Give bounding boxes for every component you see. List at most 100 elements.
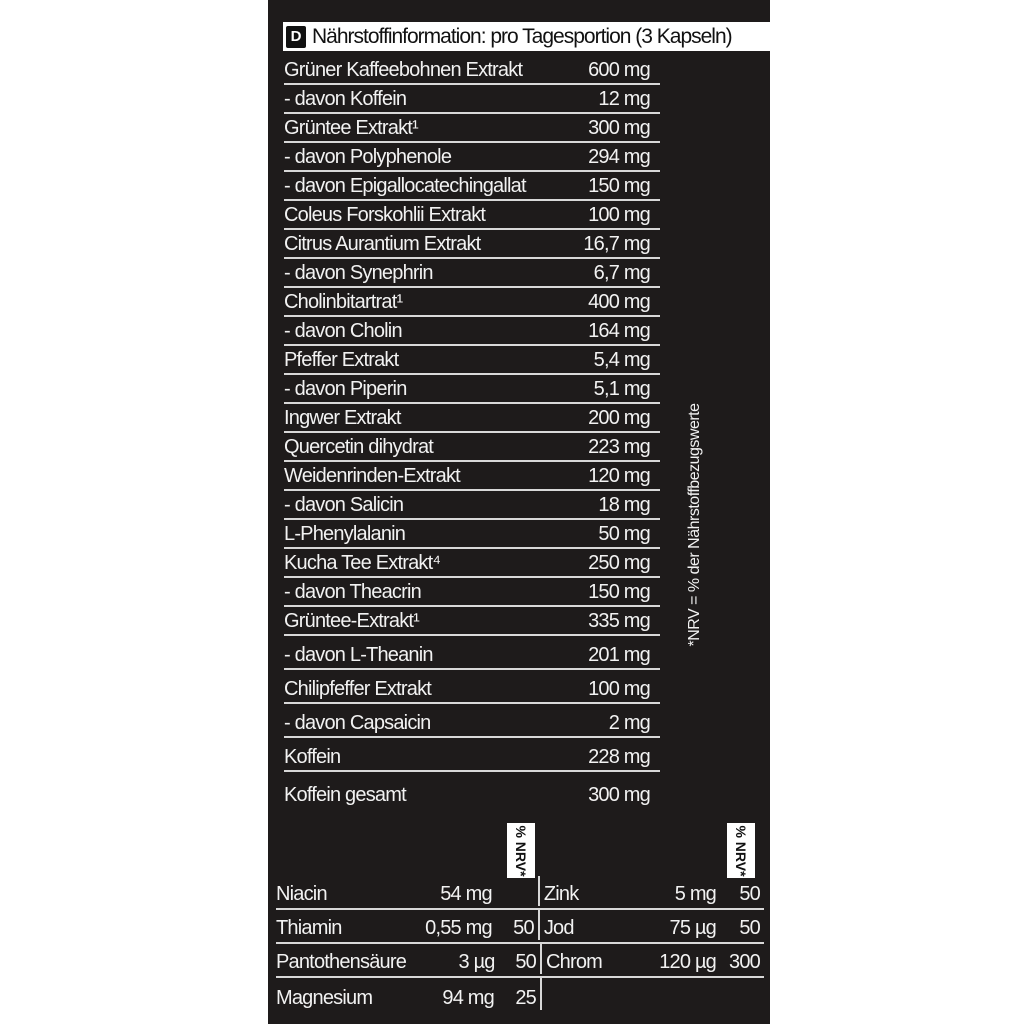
ingredient-amount: 600 mg — [588, 59, 651, 81]
ingredient-name: - davon Piperin — [284, 378, 407, 400]
ingredient-name: - davon Capsaicin — [284, 712, 431, 734]
ingredient-name: Grüner Kaffeebohnen Extrakt — [284, 59, 523, 81]
ingredient-amount: 16,7 mg — [583, 233, 650, 255]
ingredient-amount: 150 mg — [588, 581, 651, 603]
mineral-row: Niacin 54 mg Zink 5 mg 50 — [276, 876, 764, 910]
ingredient-row: Koffein 228 mg — [284, 738, 660, 772]
ingredient-amount: 18 mg — [598, 494, 650, 516]
ingredient-row: Ingwer Extrakt 200 mg — [284, 404, 660, 433]
mineral-amount: 120 µg — [659, 951, 717, 973]
ingredient-name: - davon Theacrin — [284, 581, 422, 603]
ingredient-name: Chilipfeffer Extrakt — [284, 678, 432, 700]
ingredient-amount: 12 mg — [598, 88, 650, 110]
ingredient-amount: 200 mg — [588, 407, 651, 429]
mineral-nrv: 300 — [729, 951, 761, 973]
ingredient-row: - davon L-Theanin 201 mg — [284, 636, 660, 670]
mineral-nrv: 50 — [513, 917, 534, 939]
language-badge: D — [286, 25, 306, 48]
mineral-nrv: 50 — [739, 917, 760, 939]
ingredient-amount: 223 mg — [588, 436, 651, 458]
ingredient-row: - davon Cholin 164 mg — [284, 317, 660, 346]
nrv-column-header-right: % NRV* — [727, 823, 755, 878]
ingredient-amount: 100 mg — [588, 204, 651, 226]
ingredient-amount: 6,7 mg — [593, 262, 651, 284]
ingredient-amount: 294 mg — [588, 146, 651, 168]
mineral-name: Pantothensäure — [276, 951, 407, 973]
ingredient-row: L-Phenylalanin 50 mg — [284, 520, 660, 549]
ingredient-name: Citrus Aurantium Extrakt — [284, 233, 481, 255]
mineral-amount: 54 mg — [440, 883, 492, 905]
ingredient-amount: 50 mg — [598, 523, 650, 545]
ingredient-name: L-Phenylalanin — [284, 523, 406, 545]
ingredient-name: - davon Polyphenole — [284, 146, 452, 168]
ingredient-name: Koffein gesamt — [284, 784, 407, 806]
ingredient-name: Grüntee Extrakt¹ — [284, 117, 419, 139]
mineral-nrv: 50 — [739, 883, 760, 905]
ingredient-name: - davon Salicin — [284, 494, 404, 516]
mineral-amount: 3 µg — [458, 951, 496, 973]
ingredient-amount: 2 mg — [608, 712, 651, 734]
ingredient-row: - davon Polyphenole 294 mg — [284, 143, 660, 172]
nrv-footnote: *NRV = % der Nährstoffbezugswerte — [686, 403, 703, 647]
mineral-name: Chrom — [546, 951, 603, 973]
ingredient-row: Grüntee-Extrakt¹ 335 mg — [284, 607, 660, 636]
ingredient-row: Quercetin dihydrat 223 mg — [284, 433, 660, 462]
ingredient-row: Pfeffer Extrakt 5,4 mg — [284, 346, 660, 375]
ingredient-row: - davon Piperin 5,1 mg — [284, 375, 660, 404]
ingredient-amount: 300 mg — [588, 117, 651, 139]
ingredient-name: - davon Synephrin — [284, 262, 434, 284]
ingredient-amount: 100 mg — [588, 678, 651, 700]
ingredient-name: Koffein — [284, 746, 341, 768]
ingredient-amount: 5,1 mg — [593, 378, 651, 400]
mineral-name: Niacin — [276, 883, 328, 905]
ingredient-amount: 400 mg — [588, 291, 651, 313]
ingredient-name: Ingwer Extrakt — [284, 407, 401, 429]
mineral-amount: 5 mg — [674, 883, 717, 905]
ingredient-amount: 164 mg — [588, 320, 651, 342]
ingredient-row: - davon Epigallocatechingallat 150 mg — [284, 172, 660, 201]
ingredient-name: - davon Cholin — [284, 320, 403, 342]
ingredient-row: - davon Salicin 18 mg — [284, 491, 660, 520]
ingredient-row: Weidenrinden-Extrakt 120 mg — [284, 462, 660, 491]
vitamin-mineral-table: Niacin 54 mg Zink 5 mg 50 Thiamin 0,55 mg 50 Jod… — [276, 876, 764, 1012]
ingredient-row: Koffein gesamt 300 mg — [284, 772, 660, 808]
ingredient-name: - davon Koffein — [284, 88, 407, 110]
mineral-row: Magnesium 94 mg 25 — [276, 978, 764, 1012]
ingredient-row: - davon Theacrin 150 mg — [284, 578, 660, 607]
ingredient-amount: 228 mg — [588, 746, 651, 768]
ingredient-table: Grüner Kaffeebohnen Extrakt 600 mg - davo… — [284, 56, 660, 808]
ingredient-name: - davon Epigallocatechingallat — [284, 175, 527, 197]
label-title: Nährstoffinformation: pro Tagesportion (… — [312, 24, 733, 48]
mineral-amount: 75 µg — [669, 917, 717, 939]
mineral-row: Thiamin 0,55 mg 50 Jod 75 µg 50 — [276, 910, 764, 944]
ingredient-amount: 250 mg — [588, 552, 651, 574]
ingredient-row: - davon Capsaicin 2 mg — [284, 704, 660, 738]
ingredient-row: Cholinbitartrat¹ 400 mg — [284, 288, 660, 317]
ingredient-name: Cholinbitartrat¹ — [284, 291, 403, 313]
ingredient-amount: 300 mg — [588, 784, 651, 806]
mineral-name: Magnesium — [276, 987, 373, 1009]
ingredient-row: Kucha Tee Extrakt⁴ 250 mg — [284, 549, 660, 578]
ingredient-amount: 335 mg — [588, 610, 651, 632]
ingredient-name: Weidenrinden-Extrakt — [284, 465, 461, 487]
mineral-amount: 0,55 mg — [425, 917, 492, 939]
ingredient-amount: 120 mg — [588, 465, 651, 487]
ingredient-name: Quercetin dihydrat — [284, 436, 434, 458]
ingredient-name: Coleus Forskohlii Extrakt — [284, 204, 486, 226]
label-header: D Nährstoffinformation: pro Tagesportion… — [283, 22, 781, 51]
mineral-row: Pantothensäure 3 µg 50 Chrom 120 µg 300 — [276, 944, 764, 978]
ingredient-name: - davon L-Theanin — [284, 644, 434, 666]
ingredient-row: Grüner Kaffeebohnen Extrakt 600 mg — [284, 56, 660, 85]
mineral-name: Zink — [543, 883, 579, 905]
ingredient-row: Chilipfeffer Extrakt 100 mg — [284, 670, 660, 704]
mineral-amount: 94 mg — [442, 987, 494, 1009]
nutrition-label: D Nährstoffinformation: pro Tagesportion… — [268, 0, 781, 1024]
nrv-column-header-left: % NRV* — [507, 823, 535, 878]
ingredient-row: - davon Koffein 12 mg — [284, 85, 660, 114]
mineral-nrv: 50 — [515, 951, 536, 973]
ingredient-row: - davon Synephrin 6,7 mg — [284, 259, 660, 288]
ingredient-amount: 5,4 mg — [593, 349, 651, 371]
ingredient-name: Grüntee-Extrakt¹ — [284, 610, 420, 632]
ingredient-amount: 201 mg — [588, 644, 651, 666]
mineral-name: Jod — [543, 917, 575, 939]
